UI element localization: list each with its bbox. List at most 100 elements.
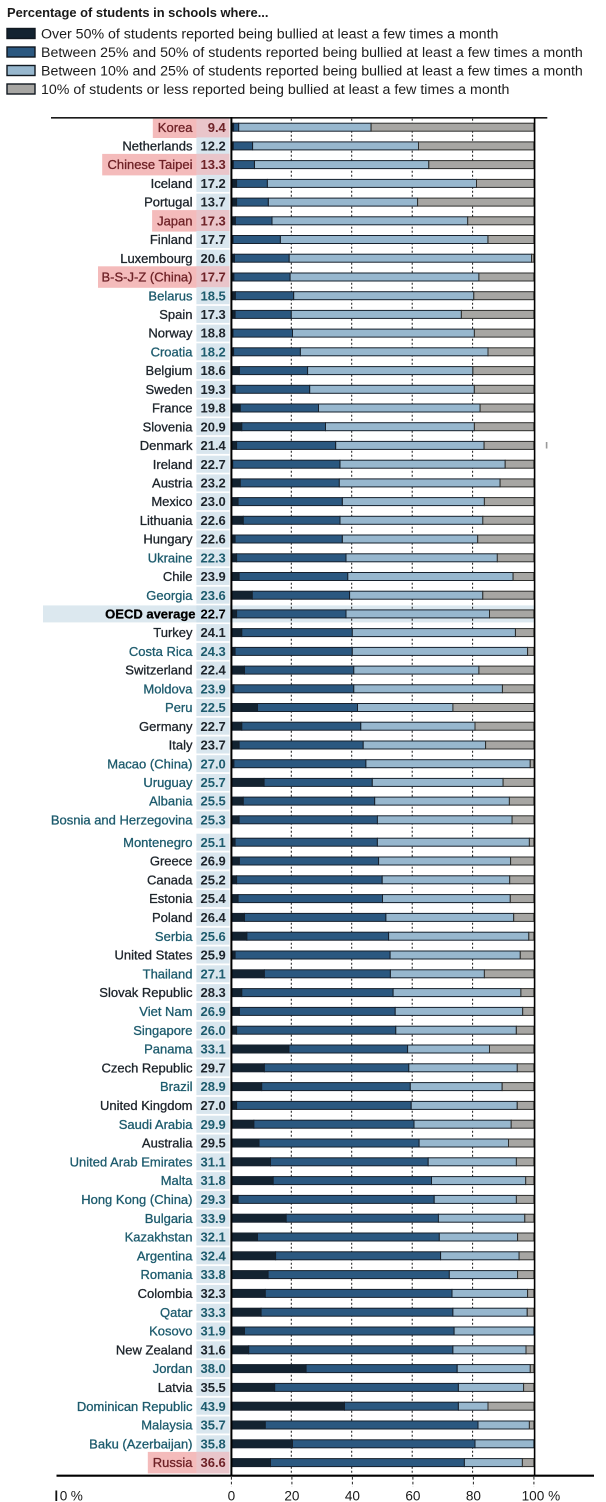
svg-text:Thailand: Thailand xyxy=(143,966,193,981)
svg-text:35.5: 35.5 xyxy=(200,1380,225,1395)
svg-text:28.3: 28.3 xyxy=(200,985,225,1000)
svg-text:Canada: Canada xyxy=(147,872,193,887)
svg-text:Denmark: Denmark xyxy=(140,438,193,453)
svg-text:26.9: 26.9 xyxy=(200,1004,225,1019)
svg-text:Bulgaria: Bulgaria xyxy=(145,1211,193,1226)
svg-text:20.9: 20.9 xyxy=(200,419,225,434)
svg-text:United States: United States xyxy=(114,948,193,963)
svg-text:25.5: 25.5 xyxy=(200,794,225,809)
svg-text:26.9: 26.9 xyxy=(200,854,225,869)
svg-text:Bosnia and Herzegovina: Bosnia and Herzegovina xyxy=(51,812,193,827)
svg-text:31.1: 31.1 xyxy=(200,1154,225,1169)
svg-text:Costa Rica: Costa Rica xyxy=(129,644,193,659)
svg-text:0: 0 xyxy=(228,1488,236,1502)
svg-text:Kosovo: Kosovo xyxy=(149,1324,192,1339)
svg-text:Albania: Albania xyxy=(149,794,193,809)
svg-text:25.3: 25.3 xyxy=(200,812,225,827)
svg-text:23.6: 23.6 xyxy=(200,588,225,603)
svg-text:13.7: 13.7 xyxy=(200,195,225,210)
svg-text:10% of students or less report: 10% of students or less reported being b… xyxy=(41,82,509,98)
svg-text:35.8: 35.8 xyxy=(200,1436,225,1451)
svg-text:Netherlands: Netherlands xyxy=(122,139,193,154)
svg-text:35.7: 35.7 xyxy=(200,1418,225,1433)
svg-text:22.6: 22.6 xyxy=(200,532,225,547)
svg-text:43.9: 43.9 xyxy=(200,1399,225,1414)
svg-text:29.9: 29.9 xyxy=(200,1117,225,1132)
svg-text:United Arab Emirates: United Arab Emirates xyxy=(70,1154,193,1169)
svg-text:Slovenia: Slovenia xyxy=(143,419,194,434)
svg-text:Peru: Peru xyxy=(165,700,192,715)
svg-text:%: % xyxy=(71,1488,83,1502)
svg-text:Dominican Republic: Dominican Republic xyxy=(77,1399,193,1414)
svg-text:B-S-J-Z (China): B-S-J-Z (China) xyxy=(101,270,192,285)
svg-text:Macao (China): Macao (China) xyxy=(107,756,192,771)
svg-text:33.8: 33.8 xyxy=(200,1267,225,1282)
svg-text:Qatar: Qatar xyxy=(160,1305,193,1320)
svg-text:Jordan: Jordan xyxy=(153,1361,193,1376)
svg-text:France: France xyxy=(152,401,192,416)
svg-text:Argentina: Argentina xyxy=(137,1248,193,1263)
svg-text:Slovak Republic: Slovak Republic xyxy=(99,985,193,1000)
svg-text:28.9: 28.9 xyxy=(200,1079,225,1094)
svg-text:22.5: 22.5 xyxy=(200,700,225,715)
svg-text:25.4: 25.4 xyxy=(200,891,226,906)
svg-text:17.7: 17.7 xyxy=(200,270,225,285)
svg-text:17.3: 17.3 xyxy=(200,307,225,322)
svg-text:Ireland: Ireland xyxy=(153,457,193,472)
svg-text:19.8: 19.8 xyxy=(200,401,225,416)
svg-text:Poland: Poland xyxy=(152,910,192,925)
svg-text:Belarus: Belarus xyxy=(148,288,193,303)
svg-text:Iceland: Iceland xyxy=(151,176,193,191)
svg-text:100 %: 100 % xyxy=(522,1488,561,1502)
svg-text:Kazakhstan: Kazakhstan xyxy=(125,1230,193,1245)
svg-text:Panama: Panama xyxy=(144,1042,193,1057)
svg-text:17.3: 17.3 xyxy=(200,213,225,228)
svg-text:26.0: 26.0 xyxy=(200,1023,225,1038)
svg-text:22.7: 22.7 xyxy=(200,607,225,622)
svg-text:25.1: 25.1 xyxy=(200,835,225,850)
svg-text:22.6: 22.6 xyxy=(200,513,225,528)
svg-text:21.4: 21.4 xyxy=(200,438,226,453)
svg-text:33.1: 33.1 xyxy=(200,1042,225,1057)
svg-text:38.0: 38.0 xyxy=(200,1361,225,1376)
svg-text:Greece: Greece xyxy=(150,854,193,869)
svg-text:OECD average: OECD average xyxy=(105,607,195,622)
svg-text:United Kingdom: United Kingdom xyxy=(100,1098,193,1113)
svg-text:Uruguay: Uruguay xyxy=(143,775,193,790)
svg-text:Estonia: Estonia xyxy=(149,891,193,906)
svg-text:13.3: 13.3 xyxy=(200,157,225,172)
svg-text:Czech Republic: Czech Republic xyxy=(101,1060,193,1075)
svg-text:25.2: 25.2 xyxy=(200,872,225,887)
svg-text:25.9: 25.9 xyxy=(200,948,225,963)
svg-text:Singapore: Singapore xyxy=(133,1023,192,1038)
svg-text:26.4: 26.4 xyxy=(200,910,226,925)
svg-text:Latvia: Latvia xyxy=(158,1380,193,1395)
svg-text:23.9: 23.9 xyxy=(200,681,225,696)
svg-text:Norway: Norway xyxy=(148,326,193,341)
svg-text:Hong Kong (China): Hong Kong (China) xyxy=(81,1192,192,1207)
svg-text:Viet Nam: Viet Nam xyxy=(139,1004,192,1019)
svg-text:Moldova: Moldova xyxy=(143,681,193,696)
svg-text:27.1: 27.1 xyxy=(200,966,225,981)
svg-text:18.2: 18.2 xyxy=(200,344,225,359)
svg-text:Chile: Chile xyxy=(163,569,193,584)
svg-text:Baku (Azerbaijan): Baku (Azerbaijan) xyxy=(89,1436,192,1451)
svg-text:17.2: 17.2 xyxy=(200,176,225,191)
svg-text:80: 80 xyxy=(466,1488,482,1502)
svg-text:60: 60 xyxy=(405,1488,421,1502)
svg-text:20.6: 20.6 xyxy=(200,251,225,266)
svg-text:24.3: 24.3 xyxy=(200,644,225,659)
svg-text:23.7: 23.7 xyxy=(200,738,225,753)
svg-text:17.7: 17.7 xyxy=(200,232,225,247)
svg-text:31.6: 31.6 xyxy=(200,1342,225,1357)
svg-text:Chinese Taipei: Chinese Taipei xyxy=(107,157,192,172)
svg-text:29.5: 29.5 xyxy=(200,1136,225,1151)
svg-text:Malta: Malta xyxy=(161,1173,194,1188)
svg-text:Percentage of students in scho: Percentage of students in schools where.… xyxy=(7,5,268,20)
svg-text:Italy: Italy xyxy=(169,738,193,753)
svg-text:Ukraine: Ukraine xyxy=(148,550,193,565)
svg-text:29.7: 29.7 xyxy=(200,1060,225,1075)
svg-text:Croatia: Croatia xyxy=(151,344,194,359)
svg-text:Over 50% of students reported: Over 50% of students reported being bull… xyxy=(41,27,498,43)
svg-text:29.3: 29.3 xyxy=(200,1192,225,1207)
